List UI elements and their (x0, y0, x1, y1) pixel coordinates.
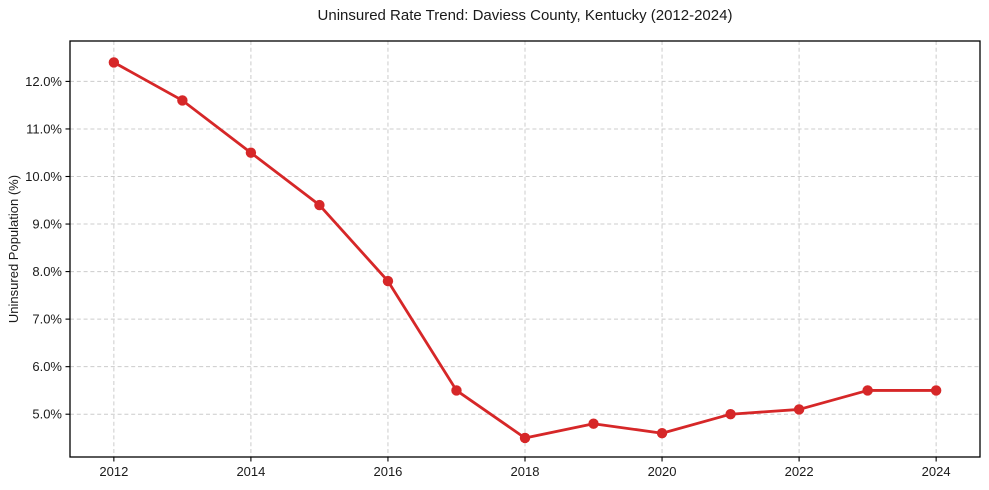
data-point-marker (382, 275, 394, 287)
data-point-marker (245, 147, 257, 158)
y-tick-label: 12.0% (25, 74, 62, 89)
data-point-marker (862, 385, 873, 396)
x-tick-label: 2012 (99, 464, 128, 479)
data-point-marker (725, 409, 736, 420)
x-tick-label: 2022 (785, 464, 814, 479)
y-tick-label: 7.0% (32, 312, 62, 327)
x-tick-label: 2024 (922, 464, 951, 479)
data-point-marker (519, 432, 531, 444)
data-point-marker (451, 385, 462, 396)
data-point-marker (656, 428, 668, 439)
x-tick-label: 2018 (511, 464, 540, 479)
data-point-marker (930, 385, 942, 396)
plot-border (69, 40, 981, 458)
chart-title: Uninsured Rate Trend: Daviess County, Ke… (317, 7, 733, 24)
data-point-marker (588, 418, 599, 429)
y-tick-label: 10.0% (25, 169, 62, 184)
y-tick-label: 8.0% (32, 264, 62, 279)
y-tick-label: 6.0% (32, 359, 62, 374)
x-tick-label: 2014 (236, 464, 265, 479)
data-point-marker (314, 199, 325, 211)
data-point-marker (793, 404, 805, 415)
x-tick-label: 2020 (648, 464, 677, 479)
y-tick-label: 11.0% (26, 121, 62, 136)
y-tick-label: 5.0% (32, 407, 62, 422)
x-tick-label: 2016 (373, 464, 402, 479)
data-point-marker (108, 57, 120, 68)
y-tick-label: 9.0% (32, 217, 62, 232)
data-point-marker (177, 95, 188, 106)
